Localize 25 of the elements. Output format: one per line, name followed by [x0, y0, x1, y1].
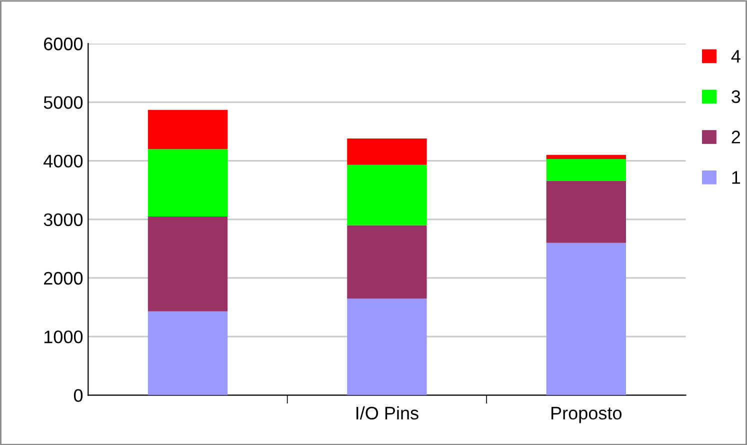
bar	[546, 242, 626, 396]
bar	[148, 149, 228, 216]
bar	[347, 225, 427, 298]
bar	[546, 154, 626, 160]
bar	[148, 311, 228, 396]
bar	[148, 216, 228, 312]
y-tick-label: 1000	[44, 330, 83, 344]
legend-label: 2	[732, 130, 740, 144]
bar	[347, 298, 427, 396]
x-tick-label: I/O Pins	[356, 406, 418, 420]
y-tick-label: 6000	[44, 38, 83, 50]
y-tick-label: 0	[74, 389, 83, 402]
bar	[546, 159, 626, 181]
legend-label: 3	[732, 90, 740, 104]
bar	[347, 164, 427, 226]
bar	[347, 138, 427, 165]
legend-label: 4	[731, 50, 740, 62]
y-tick-label: 2000	[44, 272, 83, 285]
y-tick-label: 5000	[44, 96, 83, 109]
x-tick-label: Proposto	[551, 406, 622, 424]
y-tick-label: 3000	[44, 213, 83, 226]
bar	[148, 110, 228, 150]
bar	[546, 180, 626, 243]
legend-label: 1	[732, 171, 740, 184]
y-tick-label: 4000	[44, 154, 83, 168]
